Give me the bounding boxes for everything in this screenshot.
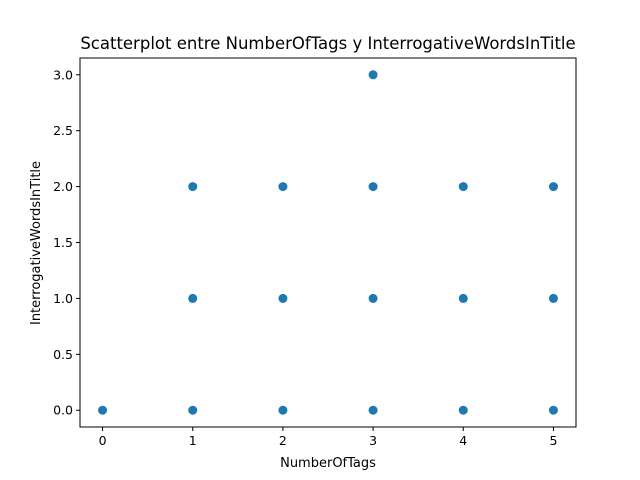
data-point	[98, 405, 108, 415]
y-tick-label: 2.5	[53, 123, 73, 138]
y-tick-label: 3.0	[53, 67, 73, 82]
data-point	[548, 293, 558, 303]
x-axis-label: NumberOfTags	[280, 456, 376, 471]
data-point	[548, 182, 558, 192]
data-point	[368, 293, 378, 303]
data-point	[278, 405, 288, 415]
x-axis-ticks: 0 1 2 3 4 5	[99, 427, 557, 448]
data-point	[278, 293, 288, 303]
data-points	[98, 70, 558, 415]
x-tick-label: 0	[99, 433, 107, 448]
data-point	[458, 405, 468, 415]
x-tick-label: 2	[279, 433, 287, 448]
chart-title: Scatterplot entre NumberOfTags y Interro…	[80, 34, 575, 53]
data-point	[368, 182, 378, 192]
data-point	[188, 182, 198, 192]
y-axis-ticks: 0.0 0.5 1.0 1.5 2.0 2.5 3.0	[53, 67, 80, 418]
y-axis-label: InterrogativeWordsInTitle	[29, 161, 44, 325]
data-point	[368, 70, 378, 80]
y-tick-label: 0.0	[53, 403, 73, 418]
y-tick-label: 1.5	[53, 235, 73, 250]
x-tick-label: 1	[189, 433, 197, 448]
y-tick-label: 0.5	[53, 347, 73, 362]
data-point	[188, 405, 198, 415]
x-tick-label: 3	[369, 433, 377, 448]
x-tick-label: 5	[549, 433, 557, 448]
data-point	[188, 293, 198, 303]
data-point	[368, 405, 378, 415]
y-tick-label: 1.0	[53, 291, 73, 306]
data-point	[548, 405, 558, 415]
y-tick-label: 2.0	[53, 179, 73, 194]
data-point	[458, 293, 468, 303]
x-tick-label: 4	[459, 433, 467, 448]
data-point	[278, 182, 288, 192]
data-point	[458, 182, 468, 192]
